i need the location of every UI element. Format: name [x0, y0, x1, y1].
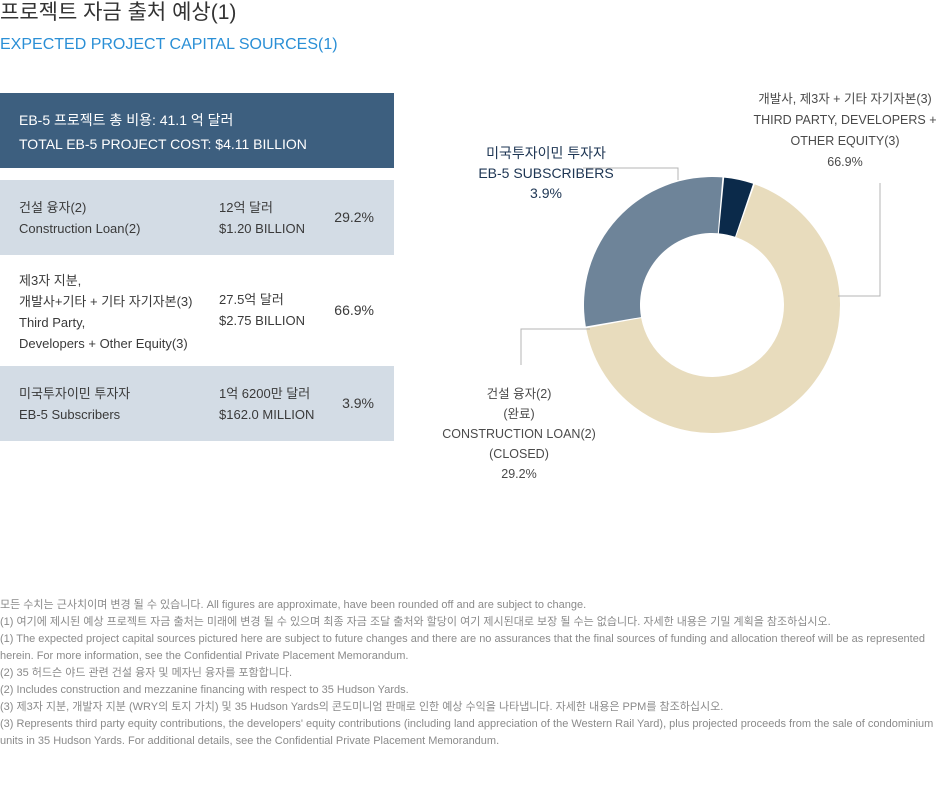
chart-label-line: THIRD PARTY, DEVELOPERS + — [753, 113, 936, 127]
row-label: 건설 융자(2) Construction Loan(2) — [19, 200, 141, 236]
slice-eb5-subscribers — [718, 177, 754, 237]
total-cost-en: TOTAL EB-5 PROJECT COST: $4.11 BILLION — [19, 136, 307, 152]
table-row: 제3자 지분, 개발사+기타 + 기타 자기자본(3) Third Party,… — [0, 262, 394, 360]
chart-label-line: EB-5 SUBSCRIBERS — [478, 165, 613, 181]
page-subtitle: EXPECTED PROJECT CAPITAL SOURCES(1) — [0, 36, 338, 53]
total-cost-ko: EB-5 프로젝트 총 비용: 41.1 억 달러 — [19, 112, 234, 128]
chart-label-line: 29.2% — [501, 467, 536, 481]
row-label: 미국투자이민 투자자 EB-5 Subscribers — [19, 386, 131, 422]
footnote: (3) 제3자 지분, 개발자 지분 (WRY의 토지 가치) 및 35 Hud… — [0, 701, 724, 713]
footnote: (2) 35 허드슨 야드 관련 건설 융자 및 메자닌 융자를 포함합니다. — [0, 667, 293, 679]
row-amount: 1억 6200만 달러 $162.0 MILLION — [219, 386, 315, 422]
row-amount: 27.5억 달러 $2.75 BILLION — [219, 292, 305, 328]
chart-label-line: 66.9% — [827, 155, 862, 169]
total-cost-box: EB-5 프로젝트 총 비용: 41.1 억 달러 TOTAL EB-5 PRO… — [0, 93, 394, 168]
footnote: (1) The expected project capital sources… — [0, 633, 925, 662]
chart-label-line: (완료) — [503, 407, 534, 421]
footnotes: 모든 수치는 근사치이며 변경 될 수 있습니다. All figures ar… — [0, 597, 945, 750]
label-eb5-subscribers: 미국투자이민 투자자 EB-5 SUBSCRIBERS 3.9% — [478, 145, 613, 201]
chart-label-line: CONSTRUCTION LOAN(2) — [442, 427, 595, 441]
table-row: 건설 융자(2) Construction Loan(2) 12억 달러 $1.… — [0, 180, 394, 255]
chart-label-line: 개발사, 제3자 + 기타 자기자본(3) — [758, 92, 931, 106]
chart-label-line: 건설 융자(2) — [487, 387, 552, 401]
label-equity: 개발사, 제3자 + 기타 자기자본(3) THIRD PARTY, DEVELO… — [753, 92, 936, 169]
footnote: (1) 여기에 제시된 예상 프로젝트 자금 출처는 미래에 변경 될 수 있으… — [0, 616, 831, 628]
leader-line-construction — [520, 328, 590, 365]
page-title: 프로젝트 자금 출처 예상(1) — [0, 1, 237, 24]
chart-label-line: 미국투자이민 투자자 — [486, 145, 606, 161]
leader-line-eb5 — [583, 167, 679, 180]
footnote: 모든 수치는 근사치이며 변경 될 수 있습니다. All figures ar… — [0, 599, 587, 611]
row-percent: 3.9% — [342, 395, 374, 411]
row-label: 제3자 지분, 개발사+기타 + 기타 자기자본(3) Third Party,… — [19, 273, 193, 351]
footnote: (2) Includes construction and mezzanine … — [0, 684, 409, 696]
chart-label-line: (CLOSED) — [489, 447, 549, 461]
chart-label-line: OTHER EQUITY(3) — [790, 134, 899, 148]
table-row: 미국투자이민 투자자 EB-5 Subscribers 1억 6200만 달러 … — [0, 366, 394, 441]
leader-line-equity — [838, 183, 881, 297]
row-percent: 29.2% — [334, 209, 374, 225]
slice-construction-loan — [584, 177, 723, 327]
row-percent: 66.9% — [334, 302, 374, 318]
slice-equity — [586, 184, 841, 433]
label-construction-loan: 건설 융자(2) (완료) CONSTRUCTION LOAN(2) (CLOSED)… — [442, 387, 595, 481]
chart-label-line: 3.9% — [530, 185, 562, 201]
row-amount: 12억 달러 $1.20 BILLION — [219, 200, 305, 236]
footnote: (3) Represents third party equity contri… — [0, 718, 934, 747]
